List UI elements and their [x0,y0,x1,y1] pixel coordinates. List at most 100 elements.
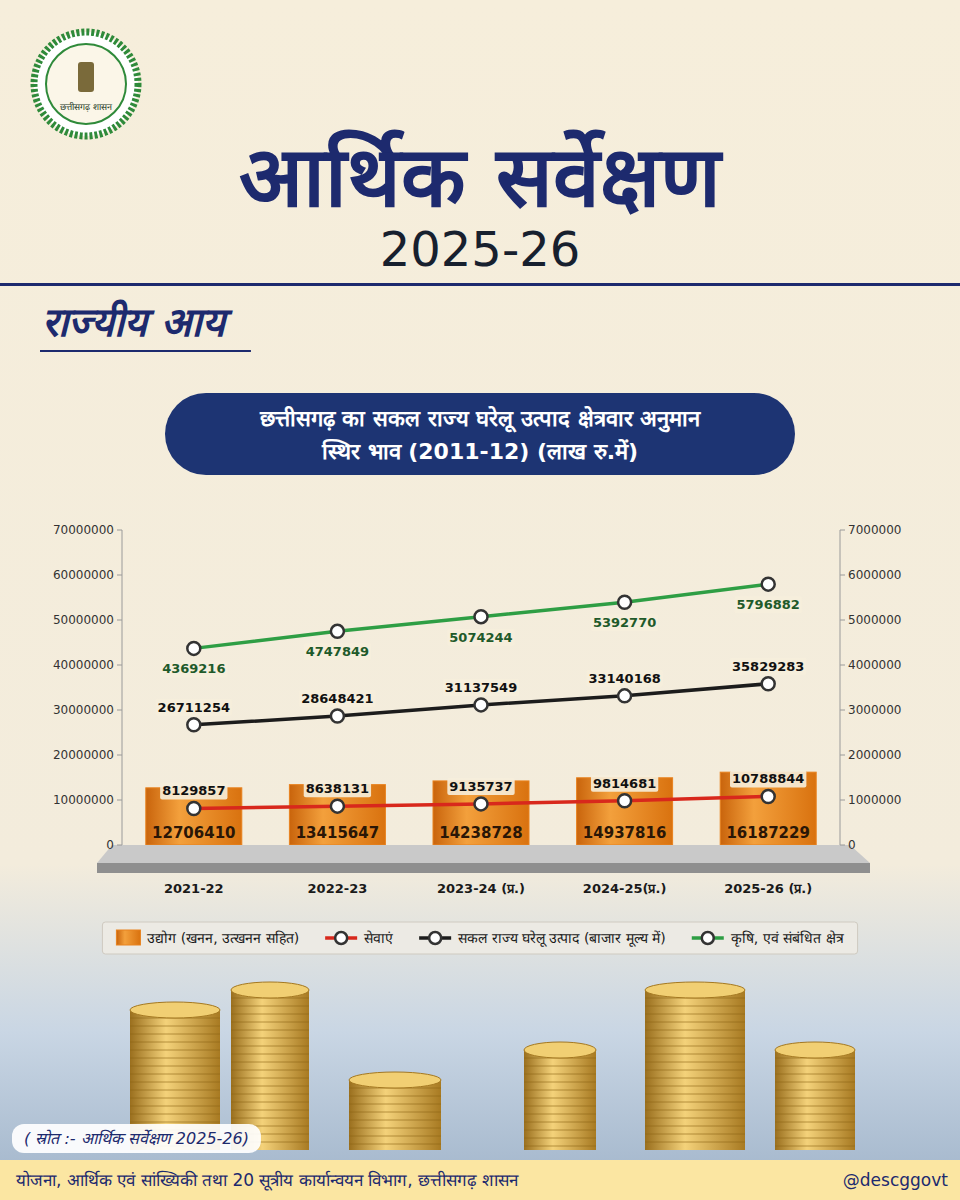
chart-title-box [165,393,795,475]
label-patch [730,658,806,675]
line-label: 8638131 [306,781,369,796]
label-patch [586,670,662,687]
coin-top [231,982,309,998]
line-label: 35829283 [732,659,804,674]
series-line [194,584,768,648]
y-tick-label: 30000000 [53,703,114,717]
coin-edge [645,1006,745,1007]
coin-edge [349,1120,441,1121]
coin-edge [231,1030,309,1031]
y2-tick [840,575,845,576]
label-patch [160,660,227,677]
x-tick-label: 2024-25(प्र.) [583,881,667,896]
logo-inner [46,44,126,124]
label-patch [447,629,514,646]
coin-edge [231,1062,309,1063]
coin-edge [775,1074,855,1075]
coin-edge [775,1098,855,1099]
footer-handle: @descggovt [843,1170,948,1190]
y2-tick [840,755,845,756]
coin-edge [231,1054,309,1055]
line-label: 31137549 [445,680,517,695]
line-marker [187,642,200,655]
y2-tick [840,620,845,621]
legend-marker [702,932,714,944]
legend-box [102,922,857,954]
coin-edge [645,1046,745,1047]
y2-tick-label: 0 [848,838,856,852]
coin-edge [775,1106,855,1107]
line-label: 8129857 [162,783,225,798]
line-label: 9814681 [593,776,656,791]
label-patch [730,770,806,787]
line-marker [331,710,344,723]
line-marker [187,802,200,815]
label-patch [304,780,371,797]
coin-edge [231,1022,309,1023]
coin-edge [231,1102,309,1103]
legend-label: उद्योग (खनन, उत्खनन सहित) [147,930,299,946]
y-tick-label: 10000000 [53,793,114,807]
page: छत्तीसगढ़ शासन आर्थिक सर्वेक्षण2025-26 राज… [0,0,960,1200]
label-patch [443,679,519,696]
coin-edge [231,1014,309,1015]
line-label: 9135737 [449,779,512,794]
label-patch [304,643,371,660]
coin-edge [231,1078,309,1079]
legend-item: उद्योग (खनन, उत्खनन सहित) [116,930,299,946]
bar-label: 14238728 [439,824,523,842]
y-axis-line [122,530,123,845]
page-year: 2025-26 [380,221,581,277]
coin-edge [231,1110,309,1111]
line-marker [187,718,200,731]
y-tick-label: 70000000 [53,523,114,537]
coin-edge [349,1128,441,1129]
coin-edge [775,1146,855,1147]
x-tick-label: 2022-23 [308,881,368,896]
coin-edge [645,1086,745,1087]
x-tick-label: 2021-22 [164,881,224,896]
line-marker [762,677,775,690]
label-patch [299,690,375,707]
coin-edge [524,1066,596,1067]
platform-front [97,863,870,873]
logo-text: छत्तीसगढ़ शासन [60,101,113,112]
y-tick [117,665,122,666]
coin-top [775,1042,855,1058]
coin-edge [130,1026,220,1027]
x-tick-label: 2023-24 (प्र.) [437,881,525,896]
section-title: राज्यीय आय [42,299,233,345]
coin-edge [130,1090,220,1091]
label-patch [591,614,658,631]
label-patch [591,775,658,792]
page-title: आर्थिक सर्वेक्षण [239,128,723,226]
coin-stack [645,990,745,1150]
y-tick [117,575,122,576]
logo-ring [34,32,138,136]
coin-stack [349,1080,441,1150]
footer-bar [0,1160,960,1200]
coin-edge [231,1006,309,1007]
coin-edge [130,1074,220,1075]
line-marker [331,800,344,813]
chart-subtitle: स्थिर भाव (2011-12) (लाख रु.में) [321,438,638,464]
y2-tick-label: 1000000 [848,793,901,807]
line-marker [762,790,775,803]
coin-edge [231,1038,309,1039]
y-tick-label: 0 [106,838,114,852]
coin-edge [645,1022,745,1023]
coin-stack [775,1050,855,1150]
line-label: 5796882 [737,597,800,612]
coin-edge [349,1104,441,1105]
x-tick-label: 2025-26 (प्र.) [724,881,812,896]
coin-edge [775,1066,855,1067]
label-patch [160,782,227,799]
legend: उद्योग (खनन, उत्खनन सहित)सेवाएंसकल राज्य… [102,922,857,954]
coin-edge [645,1094,745,1095]
y-tick [117,755,122,756]
y-tick-label: 20000000 [53,748,114,762]
coin-edge [775,1138,855,1139]
line-marker [475,610,488,623]
coin-edge [524,1138,596,1139]
legend-marker [335,932,347,944]
